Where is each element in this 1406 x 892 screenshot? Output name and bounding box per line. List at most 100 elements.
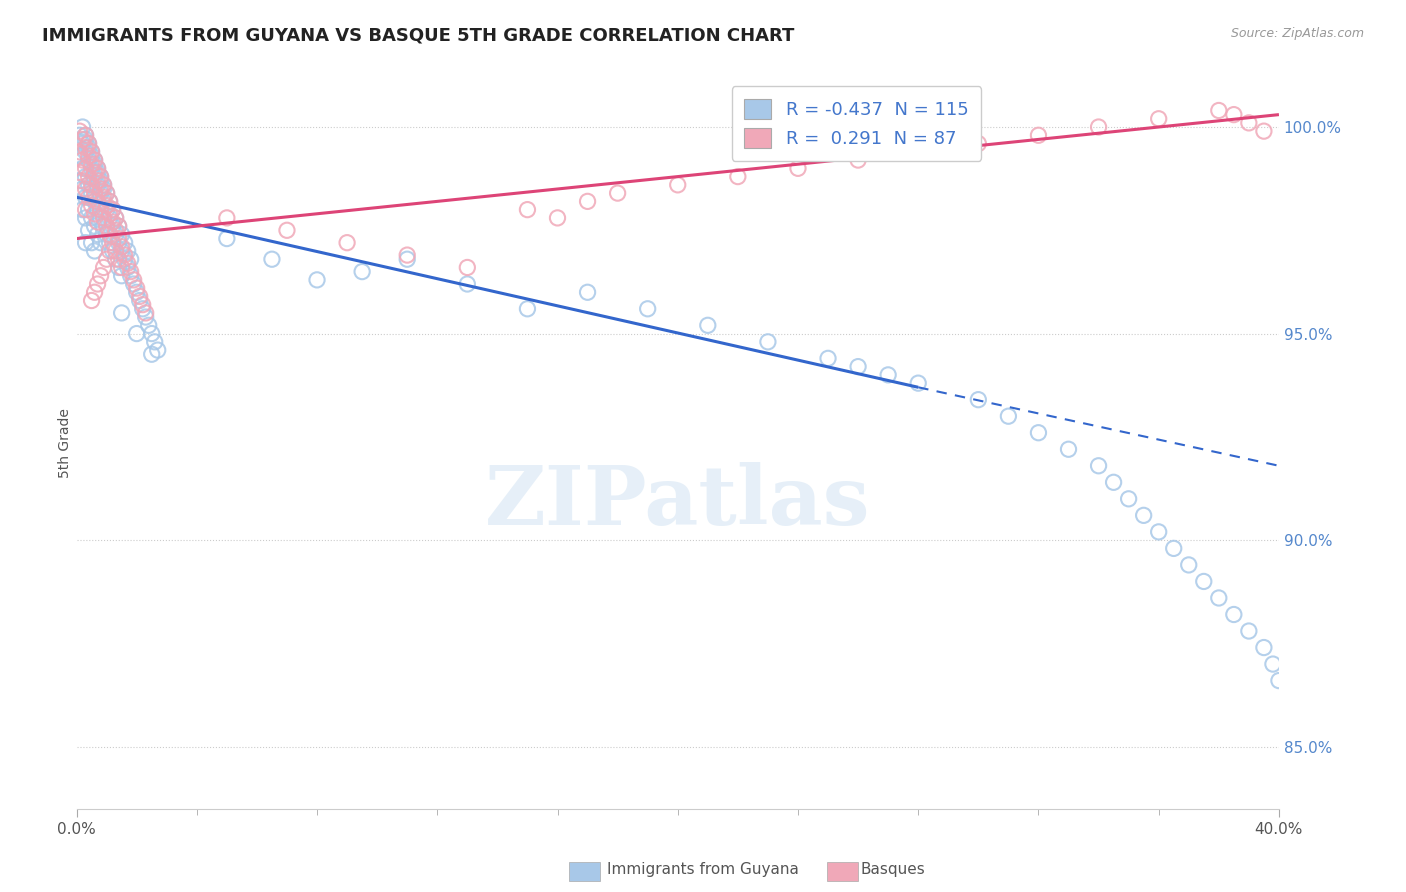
Text: Immigrants from Guyana: Immigrants from Guyana (607, 863, 799, 877)
Point (72, 132, 94, 146)
Point (83, 219, 105, 234)
Point (75, 161, 97, 176)
Point (77, 178, 100, 192)
Point (90, 268, 112, 283)
Point (456, 260, 478, 275)
Point (125, 281, 148, 295)
Point (90, 186, 112, 200)
Point (107, 219, 129, 234)
Y-axis label: 5th Grade: 5th Grade (59, 409, 72, 478)
Text: ZIPatlas: ZIPatlas (485, 461, 870, 541)
Point (101, 219, 124, 234)
Point (120, 252, 142, 267)
Point (967, 392, 990, 407)
Point (90, 169, 112, 184)
Point (86, 277, 108, 291)
Point (1057, 442, 1080, 457)
Point (98, 227, 121, 242)
Point (86, 215, 108, 229)
Point (96, 252, 118, 267)
Point (215, 211, 238, 225)
Point (83, 153, 105, 167)
Point (77, 141, 100, 155)
Point (576, 194, 599, 209)
Point (877, 368, 900, 382)
Point (90, 211, 112, 225)
Point (1268, 673, 1291, 688)
Point (666, 178, 689, 192)
Point (336, 235, 359, 250)
Point (69, 165, 91, 179)
Point (75, 202, 97, 217)
Point (135, 306, 157, 320)
Point (80, 235, 103, 250)
Point (93, 194, 115, 209)
Point (305, 273, 328, 287)
Point (1208, 591, 1230, 605)
Point (77, 136, 100, 151)
Point (125, 285, 148, 300)
Point (396, 252, 419, 267)
Point (93, 219, 115, 234)
Point (146, 343, 169, 357)
Point (75, 182, 97, 196)
Point (83, 244, 105, 258)
Point (83, 157, 105, 171)
Point (907, 145, 929, 159)
Point (114, 235, 136, 250)
Point (75, 128, 97, 143)
Point (143, 334, 166, 349)
Point (77, 153, 100, 167)
Point (456, 277, 478, 291)
Point (98, 211, 121, 225)
Point (1237, 624, 1260, 638)
Point (93, 178, 115, 192)
Point (80, 186, 103, 200)
Point (117, 260, 139, 275)
Point (96, 186, 118, 200)
Point (111, 260, 134, 275)
Point (90, 174, 112, 188)
Point (1132, 508, 1154, 523)
Point (907, 376, 929, 391)
Point (77, 136, 100, 151)
Point (101, 202, 124, 217)
Point (756, 334, 779, 349)
Point (86, 165, 108, 179)
Point (86, 174, 108, 188)
Text: Basques: Basques (860, 863, 925, 877)
Point (83, 165, 105, 179)
Point (787, 161, 810, 176)
Point (96, 227, 118, 242)
Point (69, 124, 91, 138)
Point (122, 273, 145, 287)
Point (120, 268, 142, 283)
Point (1147, 112, 1170, 126)
Point (1253, 640, 1275, 655)
Point (80, 293, 103, 308)
Point (77, 223, 100, 237)
Point (107, 235, 129, 250)
Point (547, 211, 569, 225)
Point (98, 244, 121, 258)
Point (75, 132, 97, 146)
Point (93, 182, 115, 196)
Point (131, 301, 153, 316)
Point (96, 198, 118, 212)
Point (77, 169, 100, 184)
Point (93, 211, 115, 225)
Point (141, 326, 163, 341)
Point (80, 149, 103, 163)
Point (80, 178, 103, 192)
Point (997, 409, 1019, 424)
Point (215, 231, 238, 245)
Point (104, 227, 127, 242)
Point (111, 227, 134, 242)
Point (114, 248, 136, 262)
Point (1208, 103, 1230, 118)
Point (86, 178, 108, 192)
Point (75, 211, 97, 225)
Point (104, 252, 127, 267)
Point (83, 153, 105, 167)
Point (111, 306, 134, 320)
